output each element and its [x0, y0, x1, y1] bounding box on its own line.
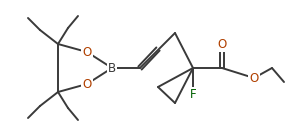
Text: O: O — [82, 45, 91, 58]
Text: O: O — [82, 78, 91, 91]
Text: O: O — [249, 72, 259, 85]
Text: B: B — [108, 62, 116, 75]
Text: F: F — [190, 89, 196, 102]
Text: O: O — [218, 38, 226, 51]
